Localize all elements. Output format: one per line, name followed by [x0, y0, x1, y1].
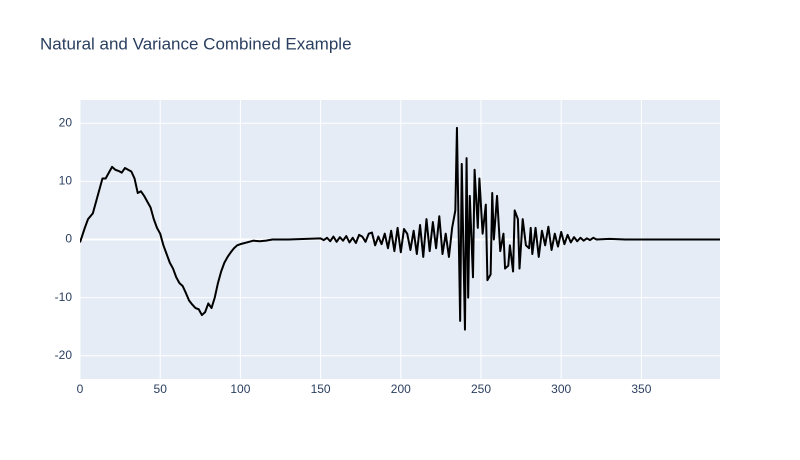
y-tick-label: 20 [59, 115, 73, 129]
x-tick-label: 200 [391, 382, 411, 396]
chart-title: Natural and Variance Combined Example [40, 34, 352, 53]
x-tick-label: 300 [551, 382, 571, 396]
y-tick-label: 10 [59, 174, 73, 188]
y-tick-label: -10 [55, 290, 73, 304]
x-tick-label: 0 [77, 382, 84, 396]
x-tick-label: 250 [471, 382, 491, 396]
x-tick-label: 50 [154, 382, 168, 396]
y-tick-label: -20 [55, 348, 73, 362]
x-tick-label: 350 [631, 382, 651, 396]
x-tick-label: 150 [311, 382, 331, 396]
x-tick-label: 100 [230, 382, 250, 396]
y-tick-label: 0 [65, 232, 72, 246]
line-series [80, 126, 720, 331]
